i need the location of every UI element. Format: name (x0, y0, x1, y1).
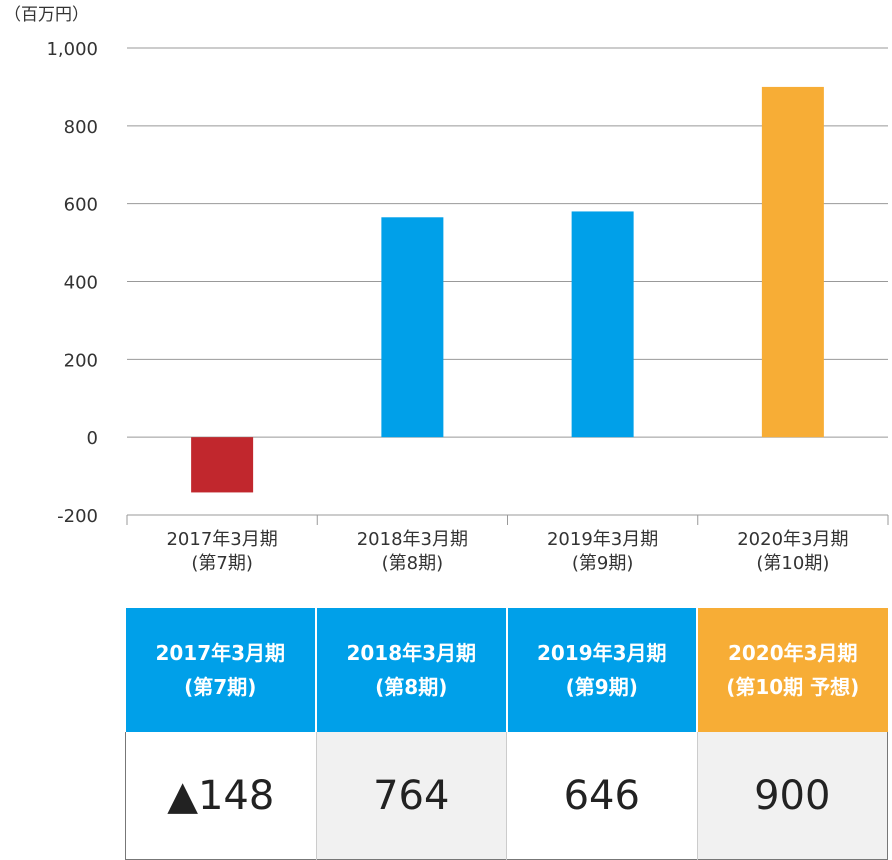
table-header-cell: 2017年3月期 (第7期) (125, 608, 316, 732)
y-tick-label: -200 (57, 506, 98, 527)
table-header-cell: 2020年3月期 (第10期 予想) (696, 608, 888, 732)
table-value-cell: 764 (315, 732, 507, 860)
y-tick-label: 400 (64, 273, 98, 294)
results-table-container: 2017年3月期 (第7期) 2018年3月期 (第8期) 2019年3月期 (第9期… (125, 608, 888, 860)
table-value-cell: 900 (696, 732, 888, 860)
table-row: ▲148 764 646 900 (125, 732, 888, 860)
y-tick-label: 600 (64, 195, 98, 216)
bar (761, 86, 824, 438)
y-tick-label: 200 (64, 350, 98, 371)
y-tick-label: 0 (87, 428, 98, 449)
table-header-cell: 2018年3月期 (第8期) (315, 608, 507, 732)
table-value-cell: 646 (506, 732, 697, 860)
bar (381, 217, 444, 438)
bar (191, 437, 254, 493)
x-tick-label: 2017年3月期(第7期) (166, 529, 277, 574)
bar (571, 211, 634, 438)
x-axis: 2017年3月期(第7期) 2018年3月期(第8期) 2019年3月期(第9期) 2… (126, 514, 889, 574)
bar-chart: （百万円） -200 0 200 400 600 800 1,000 2017年3月期(第7… (4, 5, 889, 574)
results-table: 2017年3月期 (第7期) 2018年3月期 (第8期) 2019年3月期 (第9期… (125, 608, 888, 860)
x-tick-label: 2020年3月期(第10期) (737, 529, 848, 574)
gridlines (127, 47, 888, 438)
table-header-row: 2017年3月期 (第7期) 2018年3月期 (第8期) 2019年3月期 (第9期… (125, 608, 888, 732)
table-value-cell: ▲148 (125, 732, 316, 860)
bars (191, 86, 824, 493)
y-tick-label: 800 (64, 117, 98, 138)
x-tick-label: 2019年3月期(第9期) (547, 529, 658, 574)
y-tick-label: 1,000 (46, 39, 98, 60)
y-axis-ticks: -200 0 200 400 600 800 1,000 (46, 39, 98, 527)
table-header-cell: 2019年3月期 (第9期) (505, 608, 697, 732)
x-tick-label: 2018年3月期(第8期) (357, 529, 468, 574)
unit-label: （百万円） (4, 5, 89, 25)
